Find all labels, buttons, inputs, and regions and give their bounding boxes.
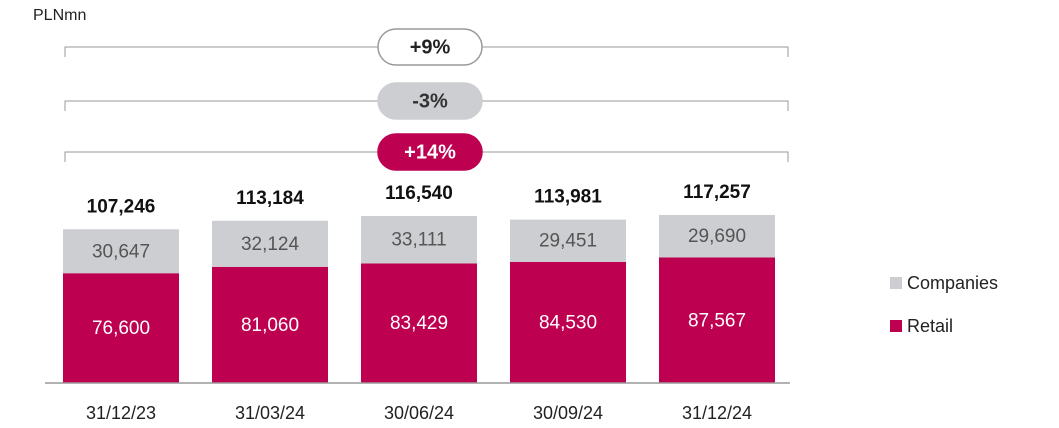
x-tick-label: 30/09/24 [533,403,603,423]
segment-label: 83,429 [390,313,448,334]
bar-segment [659,257,775,383]
segment-label: 29,690 [688,226,746,247]
bar-segment [212,266,328,383]
segment-label: 84,530 [539,312,597,333]
bar-segment [361,263,477,383]
total-label: 117,257 [683,182,751,203]
bar-segment [63,273,179,383]
x-tick-label: 30/06/24 [384,403,454,423]
total-label: 116,540 [385,183,453,204]
legend-label: Companies [907,273,998,293]
segment-label: 29,451 [539,231,597,252]
total-label: 113,981 [534,187,602,208]
legend-swatch [890,320,902,332]
change-pill [377,82,483,120]
bar-segment [63,229,179,274]
segment-label: 76,600 [92,318,150,339]
legend-label: Retail [907,316,953,336]
change-label: -3% [412,90,448,112]
total-label: 107,246 [87,196,156,217]
segment-label: 81,060 [241,315,299,336]
change-label: +14% [404,141,456,163]
unit-label: PLNmn [33,7,86,24]
x-tick-label: 31/12/24 [682,403,752,423]
segment-label: 32,124 [241,234,300,255]
x-tick-label: 31/03/24 [235,403,305,423]
bar-segment [510,219,626,262]
bar-segment [361,215,477,264]
bar-segment [212,220,328,267]
total-label: 113,184 [236,188,304,209]
legend-swatch [890,277,902,289]
segment-label: 30,647 [92,241,150,262]
bar-segment [510,261,626,383]
bar-segment [659,214,775,258]
segment-label: 87,567 [688,310,746,331]
x-tick-label: 31/12/23 [86,403,156,423]
change-pill [377,28,483,66]
change-label: +9% [410,36,451,58]
change-pill [377,133,483,171]
segment-label: 33,111 [391,230,446,251]
